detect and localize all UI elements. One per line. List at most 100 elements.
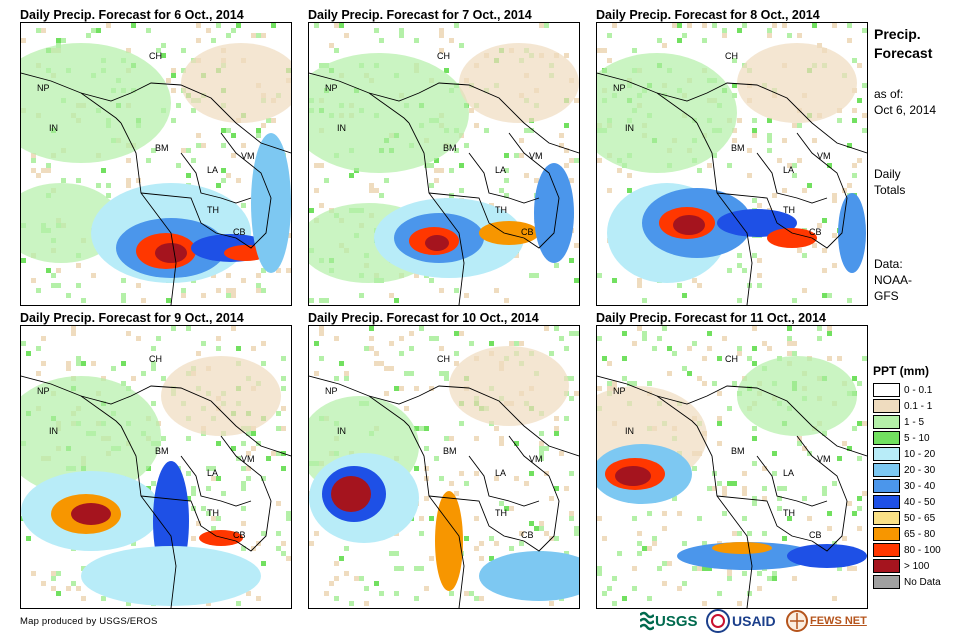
precip-cell [767, 148, 772, 153]
precip-cell [847, 143, 852, 148]
precip-cell [334, 596, 339, 601]
precip-cell [597, 571, 602, 576]
precip-cell [852, 376, 857, 381]
precip-cell [564, 416, 569, 421]
precip-cell [369, 183, 374, 188]
precip-cell [161, 436, 166, 441]
precip-cell [862, 83, 867, 88]
precip-cell [241, 481, 246, 486]
precip-cell [439, 28, 444, 33]
precip-cell [702, 566, 707, 571]
precip-cell [364, 346, 369, 351]
precip-cell [607, 361, 612, 366]
country-label-cb: CB [521, 530, 534, 540]
precip-cell [747, 148, 752, 153]
precip-cell [597, 336, 602, 341]
precip-cell [707, 163, 712, 168]
precip-cell [677, 23, 682, 28]
precip-cell [752, 496, 757, 501]
precip-cell [329, 581, 334, 586]
usaid-seal-icon [706, 609, 730, 633]
country-label-la: LA [207, 468, 219, 478]
precip-cell [459, 471, 464, 476]
precip-cell [847, 446, 852, 451]
precip-cell [627, 381, 632, 386]
precip-cell [226, 173, 231, 178]
fews-net-logo-text: FEWS NET [810, 615, 867, 627]
precip-cell [256, 596, 261, 601]
precip-cell [524, 173, 529, 178]
precip-cell [727, 576, 732, 581]
precip-cell [707, 486, 712, 491]
precip-area [21, 43, 171, 163]
precip-cell [201, 506, 206, 511]
legend-label: 5 - 10 [904, 432, 930, 444]
precip-cell [419, 516, 424, 521]
precip-cell [271, 118, 276, 123]
precip-cell [677, 38, 682, 43]
precip-cell [514, 341, 519, 346]
legend-label: No Data [904, 576, 941, 588]
precip-cell [206, 601, 211, 606]
precip-cell [687, 346, 692, 351]
precip-cell [519, 341, 524, 346]
precip-cell [334, 23, 339, 28]
country-border [716, 495, 813, 542]
precip-cell [732, 138, 737, 143]
country-label-np: NP [613, 386, 626, 396]
country-label-th: TH [783, 205, 795, 215]
precip-cell [747, 531, 752, 536]
country-label-np: NP [37, 386, 50, 396]
precip-cell [369, 336, 374, 341]
precip-cell [574, 531, 579, 536]
precip-cell [637, 541, 642, 546]
precip-cell [171, 73, 176, 78]
precip-cell [569, 396, 574, 401]
precip-cell [574, 278, 579, 283]
precip-cell [852, 426, 857, 431]
precip-cell [662, 43, 667, 48]
legend-swatch [873, 511, 900, 525]
precip-cell [662, 561, 667, 566]
country-border [428, 495, 525, 542]
precip-cell [271, 23, 276, 28]
precip-cell [772, 571, 777, 576]
precip-cell [787, 336, 792, 341]
precip-cell [642, 336, 647, 341]
precip-cell [504, 506, 509, 511]
precip-cell [857, 63, 862, 68]
precip-cell [832, 23, 837, 28]
precip-cell [334, 48, 339, 53]
precip-cell [757, 586, 762, 591]
precip-cell [414, 38, 419, 43]
precip-cell [151, 401, 156, 406]
country-label-in: IN [625, 426, 634, 436]
precip-cell [827, 356, 832, 361]
precip-cell [822, 293, 827, 298]
precip-area [331, 476, 371, 512]
precip-cell [76, 361, 81, 366]
precip-cell [221, 168, 226, 173]
precip-cell [261, 288, 266, 293]
precip-cell [349, 173, 354, 178]
precip-cell [151, 361, 156, 366]
precip-cell [286, 511, 291, 516]
precip-cell [539, 521, 544, 526]
precip-cell [286, 556, 291, 561]
precip-cell [474, 436, 479, 441]
precip-cell [514, 153, 519, 158]
precip-cell [657, 566, 662, 571]
country-label-th: TH [495, 508, 507, 518]
precip-cell [702, 381, 707, 386]
precip-cell [862, 128, 867, 133]
precip-cell [742, 571, 747, 576]
precip-cell [797, 248, 802, 253]
precip-cell [827, 163, 832, 168]
precip-cell [86, 33, 91, 38]
country-border [120, 122, 177, 305]
precip-cell [757, 203, 762, 208]
precip-cell [652, 346, 657, 351]
precip-cell [409, 371, 414, 376]
legend-item: 40 - 50 [873, 494, 941, 510]
precip-cell [211, 516, 216, 521]
